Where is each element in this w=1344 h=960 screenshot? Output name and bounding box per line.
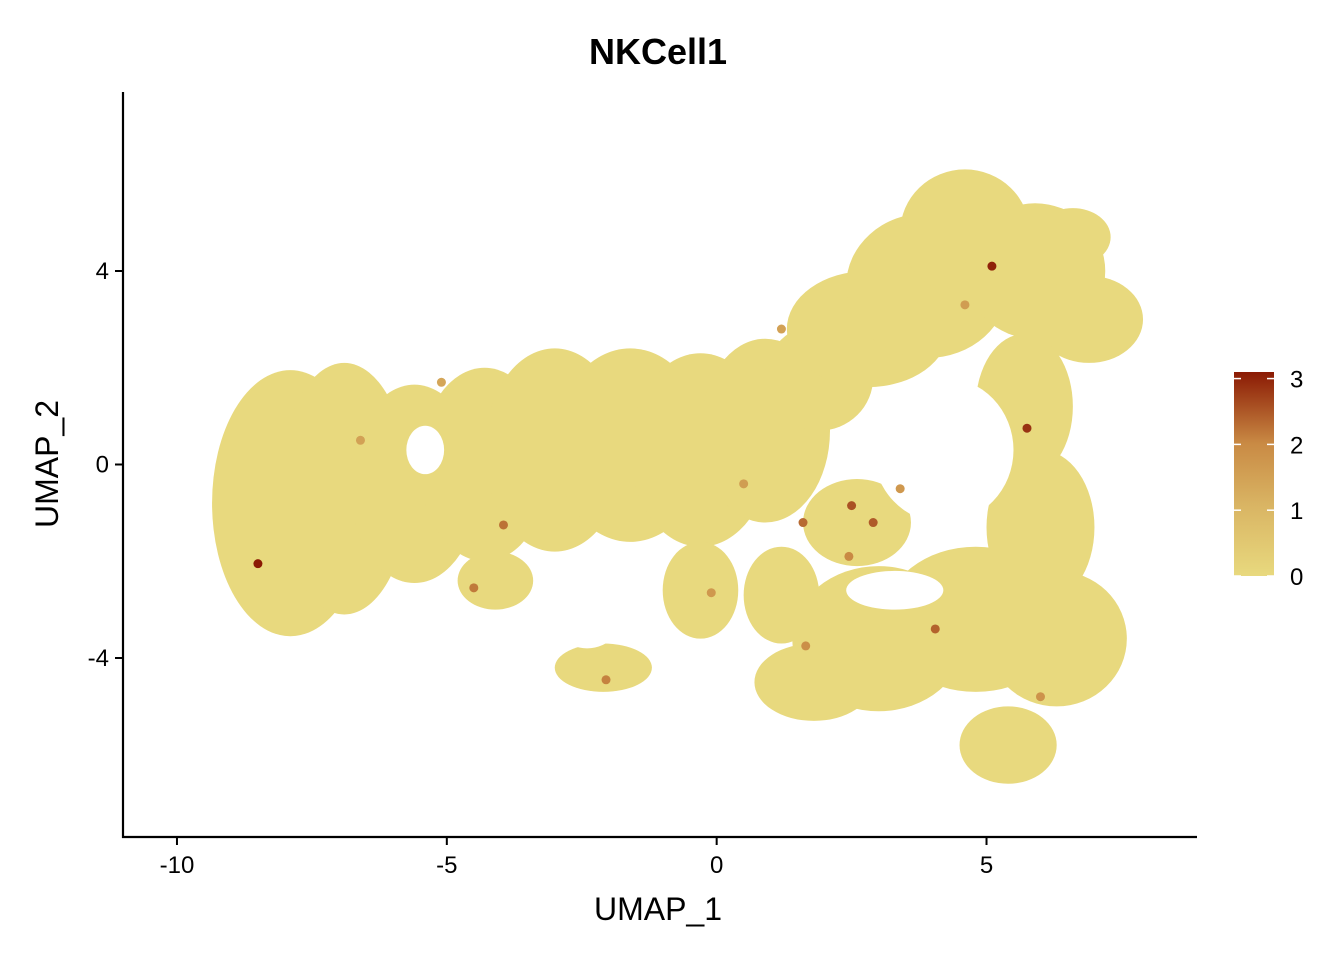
empty-region (873, 377, 1014, 523)
x-tick-label: 5 (980, 852, 993, 879)
cell-point (253, 559, 263, 569)
y-axis-ticks: -4 0 4 (88, 258, 123, 672)
cell-point (1022, 423, 1032, 433)
y-tick-label: -4 (88, 645, 109, 672)
x-axis-title: UMAP_1 (594, 891, 722, 927)
chart-title: NKCell1 (589, 31, 727, 72)
colorbar-legend: 0 1 2 3 (1234, 367, 1303, 591)
cell-cluster (803, 479, 911, 567)
cell-point (987, 261, 997, 271)
cell-point (844, 551, 854, 561)
colorbar-label: 1 (1290, 498, 1303, 525)
cell-point (469, 583, 479, 593)
data-points (253, 261, 1045, 702)
cell-point (1035, 692, 1045, 702)
cell-point (601, 675, 611, 685)
cell-point (436, 377, 446, 387)
x-axis-ticks: -10 -5 0 5 (160, 837, 993, 879)
cell-point (776, 324, 786, 334)
colorbar-label: 3 (1290, 367, 1303, 394)
cell-point (801, 641, 811, 651)
cell-point (798, 518, 808, 528)
colorbar-label: 0 (1290, 564, 1303, 591)
cell-cluster (554, 643, 652, 692)
cell-point (847, 501, 857, 511)
cell-point (930, 624, 940, 634)
cell-point (868, 518, 878, 528)
cell-cluster (1035, 208, 1111, 267)
cell-cluster (457, 551, 534, 610)
x-tick-label: -5 (436, 852, 457, 879)
empty-region (546, 561, 628, 649)
colorbar-label: 2 (1290, 432, 1303, 459)
cell-cluster (959, 706, 1057, 784)
empty-region (406, 425, 445, 475)
cell-cluster (986, 570, 1127, 707)
cell-cluster (662, 541, 739, 639)
cell-point (895, 484, 905, 494)
x-tick-label: 0 (710, 852, 723, 879)
cell-cluster (754, 643, 874, 721)
y-axis-title: UMAP_2 (29, 400, 65, 528)
colorbar (1234, 372, 1274, 576)
cell-cluster (1035, 275, 1144, 363)
cell-point (498, 520, 508, 530)
empty-region (846, 570, 944, 610)
cell-point (960, 300, 970, 310)
cell-point (355, 435, 365, 445)
cell-point (706, 588, 716, 598)
y-tick-label: 4 (96, 258, 109, 285)
cell-cloud (212, 169, 1144, 784)
x-tick-label: -10 (160, 852, 195, 879)
y-tick-label: 0 (96, 452, 109, 479)
cell-point (739, 479, 749, 489)
cell-cluster (743, 546, 820, 644)
